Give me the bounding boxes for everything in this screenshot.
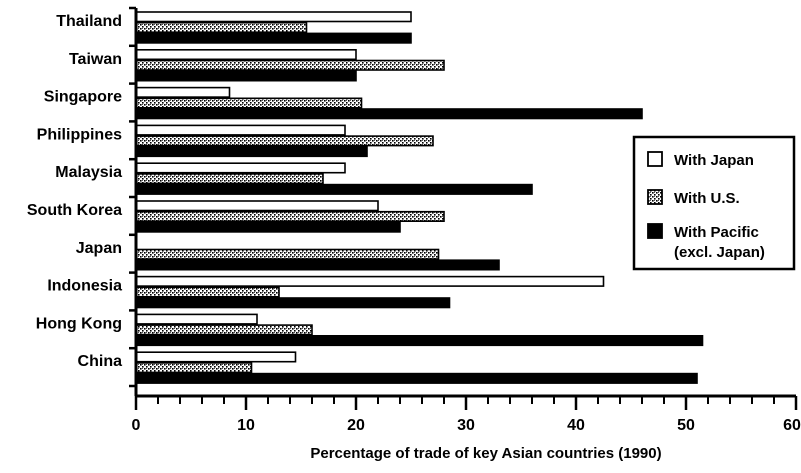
bar-indonesia-series-1 <box>135 286 280 298</box>
category-label: Hong Kong <box>36 315 122 332</box>
legend-label-2: With Pacific (excl. Japan) <box>674 224 765 261</box>
bar-singapore-series-0 <box>135 86 231 98</box>
legend-swatch-2 <box>647 223 663 239</box>
bar-thailand-series-1 <box>135 21 308 34</box>
bar-indonesia-series-2 <box>135 297 451 309</box>
bar-singapore-series-2 <box>135 108 643 120</box>
bar-hong-kong-series-1 <box>135 324 313 336</box>
x-tick-label: 20 <box>347 417 365 434</box>
bar-china-series-2 <box>135 372 698 384</box>
legend: With Japan With U.S. With Pacific (excl. Ja… <box>632 135 796 271</box>
bar-hong-kong-series-2 <box>135 334 704 347</box>
bar-china-series-0 <box>135 351 297 363</box>
bar-japan-series-2 <box>135 259 500 271</box>
bar-malaysia-series-2 <box>135 183 533 195</box>
axes-group: Thailand Taiwan Singapore Philippines Malays… <box>27 6 801 462</box>
bar-philippines-series-1 <box>135 135 434 147</box>
x-tick-label: 60 <box>783 417 801 434</box>
bar-singapore-series-1 <box>135 97 363 109</box>
category-label: Philippines <box>37 126 122 143</box>
bars-group <box>135 11 704 384</box>
category-label: Singapore <box>44 89 122 106</box>
bar-taiwan-series-1 <box>135 59 445 71</box>
bar-south-korea-series-0 <box>135 200 379 212</box>
legend-swatch-1 <box>647 189 663 205</box>
category-label: South Korea <box>27 202 122 219</box>
x-tick-label: 40 <box>567 417 585 434</box>
x-axis-label: Percentage of trade of key Asian countri… <box>310 445 661 462</box>
legend-label-1: With U.S. <box>674 190 740 207</box>
bar-china-series-1 <box>135 362 253 374</box>
bar-indonesia-series-0 <box>135 275 605 287</box>
bar-philippines-series-0 <box>135 124 346 136</box>
x-tick-label: 10 <box>237 417 255 434</box>
bar-taiwan-series-2 <box>135 70 357 82</box>
bar-thailand-series-0 <box>135 11 412 23</box>
bar-malaysia-series-0 <box>135 162 346 174</box>
x-tick-label: 0 <box>132 417 141 434</box>
category-label: China <box>78 353 123 370</box>
bar-south-korea-series-2 <box>135 221 401 233</box>
legend-label-0: With Japan <box>674 152 754 169</box>
x-tick-label: 50 <box>677 417 695 434</box>
category-label: Taiwan <box>69 51 122 68</box>
category-label: Indonesia <box>47 278 122 295</box>
bar-taiwan-series-0 <box>135 48 357 61</box>
bar-japan-series-1 <box>135 248 440 260</box>
bar-south-korea-series-1 <box>135 210 445 222</box>
x-tick-label: 30 <box>457 417 475 434</box>
bar-philippines-series-2 <box>135 146 368 158</box>
category-label: Japan <box>76 240 122 257</box>
bar-thailand-series-2 <box>135 32 412 44</box>
bar-hong-kong-series-0 <box>135 313 258 325</box>
legend-swatch-0 <box>647 151 663 167</box>
bar-malaysia-series-1 <box>135 173 324 185</box>
category-label: Malaysia <box>55 164 122 181</box>
category-label: Thailand <box>56 13 122 30</box>
